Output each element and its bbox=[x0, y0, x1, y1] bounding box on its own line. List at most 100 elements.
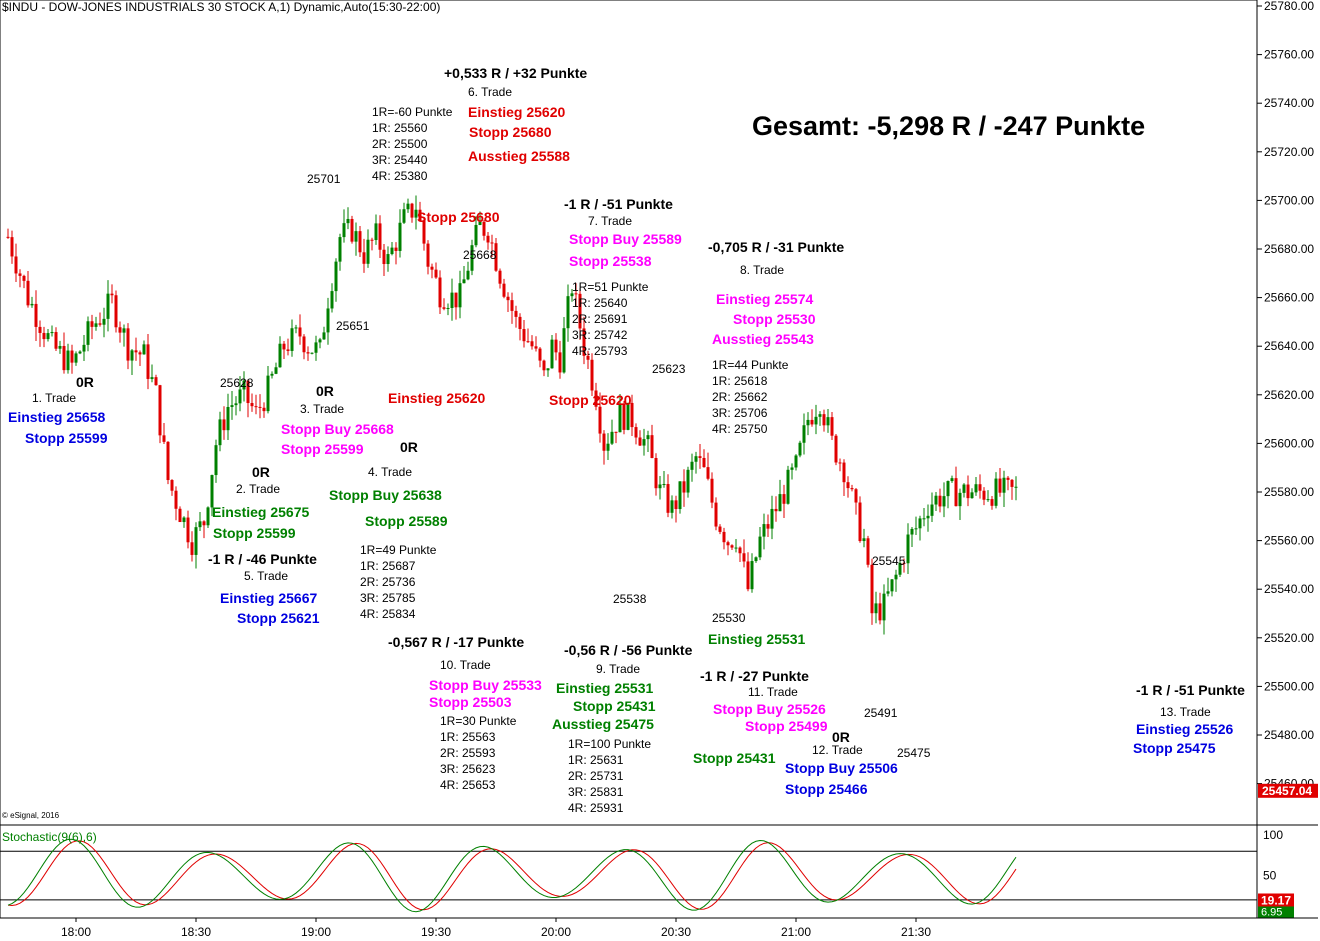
candle-body bbox=[794, 455, 798, 468]
time-tick-label: 19:00 bbox=[301, 925, 331, 939]
last-price-tag bbox=[1258, 783, 1318, 798]
candle-body bbox=[686, 469, 690, 493]
stoch-tick-label: 100 bbox=[1263, 828, 1283, 842]
candle-body bbox=[554, 339, 558, 353]
candle-body bbox=[106, 293, 110, 319]
candle-body bbox=[670, 500, 674, 513]
price-tick-label: 25780.00 bbox=[1264, 0, 1314, 13]
r-line: 4R: 25653 bbox=[440, 778, 496, 792]
candle-body bbox=[650, 435, 654, 459]
trade-number: 11. Trade bbox=[748, 685, 798, 699]
trade-stop: Stopp 25599 bbox=[213, 525, 296, 541]
candle-body bbox=[654, 458, 658, 489]
candle-body bbox=[942, 496, 946, 507]
candle-body bbox=[862, 538, 866, 542]
r-line: 4R: 25834 bbox=[360, 607, 416, 621]
price-tick-label: 25760.00 bbox=[1264, 48, 1314, 62]
trade-number: 13. Trade bbox=[1160, 705, 1211, 719]
trade-entry: Einstieg 25531 bbox=[556, 680, 654, 696]
candle-body bbox=[90, 321, 94, 327]
candle-body bbox=[522, 328, 526, 342]
trade-result: 0R bbox=[316, 383, 334, 399]
r-multiple-list: 1R=30 Punkte 1R: 25563 2R: 25593 3R: 256… bbox=[440, 713, 516, 793]
candle-body bbox=[462, 279, 466, 284]
trade-entry: Einstieg 25620 bbox=[468, 104, 566, 120]
trade-result: +0,533 R / +32 Punkte bbox=[444, 65, 588, 81]
candle-body bbox=[166, 441, 170, 481]
candle-body bbox=[930, 504, 934, 516]
price-tick-label: 25560.00 bbox=[1264, 534, 1314, 548]
candle-body bbox=[938, 495, 942, 507]
candle-body bbox=[514, 310, 518, 317]
candle-body bbox=[598, 406, 602, 434]
candle-body bbox=[338, 237, 342, 262]
trade-entry: Einstieg 25531 bbox=[708, 631, 806, 647]
trade-entry: Einstieg 25526 bbox=[1136, 721, 1234, 737]
r-line: 1R: 25560 bbox=[372, 121, 428, 135]
candle-body bbox=[746, 561, 750, 590]
candle-body bbox=[174, 490, 178, 509]
candle-body bbox=[414, 209, 418, 218]
candle-body bbox=[458, 283, 462, 308]
candle-body bbox=[74, 353, 78, 363]
r-line: 1R=-60 Punkte bbox=[372, 105, 453, 119]
r-line: 4R: 25750 bbox=[712, 422, 768, 436]
candle-body bbox=[662, 484, 666, 486]
candle-body bbox=[270, 373, 274, 376]
price-tick-label: 25540.00 bbox=[1264, 582, 1314, 596]
r-line: 2R: 25731 bbox=[568, 769, 624, 783]
time-tick-label: 18:00 bbox=[61, 925, 91, 939]
candle-body bbox=[426, 243, 430, 267]
candle-body bbox=[574, 293, 578, 295]
candle-body bbox=[962, 484, 966, 493]
candle-body bbox=[770, 508, 774, 529]
r-line: 1R: 25631 bbox=[568, 753, 624, 767]
candle-body bbox=[358, 231, 362, 253]
candle-body bbox=[238, 389, 242, 404]
candle-body bbox=[410, 203, 414, 218]
candle-body bbox=[802, 425, 806, 443]
trade-result: -0,56 R / -56 Punkte bbox=[564, 642, 693, 658]
candle-body bbox=[386, 254, 390, 265]
candle-body bbox=[62, 346, 66, 371]
trade-number: 1. Trade bbox=[32, 391, 77, 405]
candle-body bbox=[586, 355, 590, 360]
candle-body bbox=[830, 417, 834, 436]
candle-body bbox=[558, 352, 562, 373]
candle-body bbox=[610, 431, 614, 444]
trade-entry: Stopp Buy 25668 bbox=[281, 421, 394, 437]
candle-body bbox=[182, 517, 186, 523]
r-line: 1R=51 Punkte bbox=[572, 280, 649, 294]
candle-body bbox=[6, 236, 10, 238]
candle-body bbox=[854, 489, 858, 503]
candle-body bbox=[54, 332, 58, 349]
candle-body bbox=[102, 318, 106, 325]
candle-body bbox=[666, 484, 670, 513]
candle-body bbox=[714, 502, 718, 527]
candle-body bbox=[382, 249, 386, 265]
candle-body bbox=[878, 603, 882, 621]
candle-body bbox=[834, 435, 838, 463]
r-line: 2R: 25500 bbox=[372, 137, 428, 151]
trade-result: -0,705 R / -31 Punkte bbox=[708, 239, 845, 255]
swing-label: 25701 bbox=[307, 172, 341, 186]
trade-exit: Ausstieg 25543 bbox=[712, 331, 814, 347]
candle-body bbox=[690, 461, 694, 470]
trade-stop: Stopp 25475 bbox=[1133, 740, 1216, 756]
candle-body bbox=[350, 218, 354, 242]
trade-entry: Einstieg 25574 bbox=[716, 291, 814, 307]
candle-body bbox=[214, 445, 218, 476]
trade-stop: Stopp 25466 bbox=[785, 781, 868, 797]
candle-body bbox=[1010, 479, 1014, 487]
candle-body bbox=[738, 547, 742, 554]
candle-body bbox=[222, 419, 226, 431]
trade-stop: Stopp 25530 bbox=[733, 311, 816, 327]
candle-body bbox=[366, 239, 370, 264]
candle-body bbox=[66, 350, 70, 371]
candle-body bbox=[110, 293, 114, 296]
candle-body bbox=[614, 431, 618, 433]
candle-body bbox=[310, 352, 314, 354]
stoch-d-tag bbox=[1258, 893, 1294, 907]
candle-body bbox=[546, 368, 550, 371]
candle-body bbox=[570, 293, 574, 297]
